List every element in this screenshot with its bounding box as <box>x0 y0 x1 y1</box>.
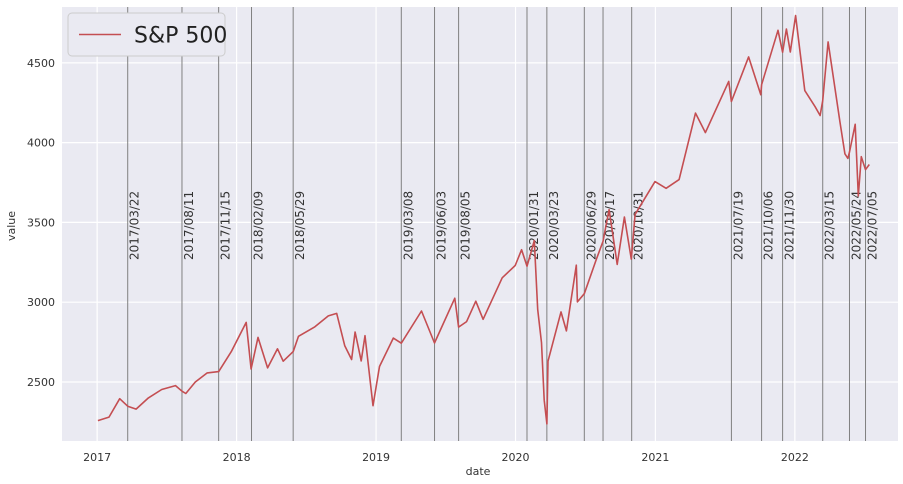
event-label: 2018/02/09 <box>252 191 266 260</box>
y-tick-label: 3000 <box>27 296 55 309</box>
event-label: 2020/01/31 <box>527 191 541 260</box>
x-tick-label: 2022 <box>781 451 809 464</box>
legend: S&P 500 <box>67 12 227 57</box>
plot-background <box>62 7 898 441</box>
event-label: 2019/08/05 <box>459 191 473 260</box>
event-label: 2020/10/31 <box>632 191 646 260</box>
event-label: 2021/10/06 <box>762 191 776 260</box>
x-tick-label: 2019 <box>362 451 390 464</box>
y-axis-title: value <box>5 211 18 241</box>
legend-box <box>67 12 226 57</box>
event-label: 2022/07/05 <box>866 191 880 260</box>
y-tick-label: 4000 <box>27 137 55 150</box>
y-tick-label: 2500 <box>27 376 55 389</box>
grid-layer <box>62 7 898 441</box>
event-label: 2020/03/23 <box>547 191 561 260</box>
event-label: 2020/06/29 <box>584 191 598 260</box>
x-tick-label: 2018 <box>223 451 251 464</box>
event-label: 2018/05/29 <box>293 191 307 260</box>
series-line <box>97 14 870 425</box>
event-label: 2019/06/03 <box>435 191 449 260</box>
series-layer <box>97 14 870 425</box>
event-label: 2021/07/19 <box>731 191 745 260</box>
event-label: 2017/03/22 <box>128 191 142 260</box>
event-label: 2019/03/08 <box>401 191 415 260</box>
event-label: 2017/11/15 <box>219 191 233 260</box>
event-label: 2022/03/15 <box>823 191 837 260</box>
event-label: 2017/08/11 <box>182 191 196 260</box>
event-label: 2021/11/30 <box>783 191 797 260</box>
x-tick-label: 2017 <box>83 451 111 464</box>
y-tick-label: 4500 <box>27 57 55 70</box>
y-tick-label: 3500 <box>27 216 55 229</box>
x-tick-label: 2021 <box>641 451 669 464</box>
axis-labels-layer: 2500 3000 3500 4000 4500 2017 2018 2019 2020 2021… <box>27 57 809 464</box>
legend-label: S&P 500 <box>134 24 227 49</box>
x-tick-label: 2020 <box>502 451 530 464</box>
event-label: 2022/05/24 <box>849 191 863 260</box>
x-axis-title: date <box>466 465 491 478</box>
